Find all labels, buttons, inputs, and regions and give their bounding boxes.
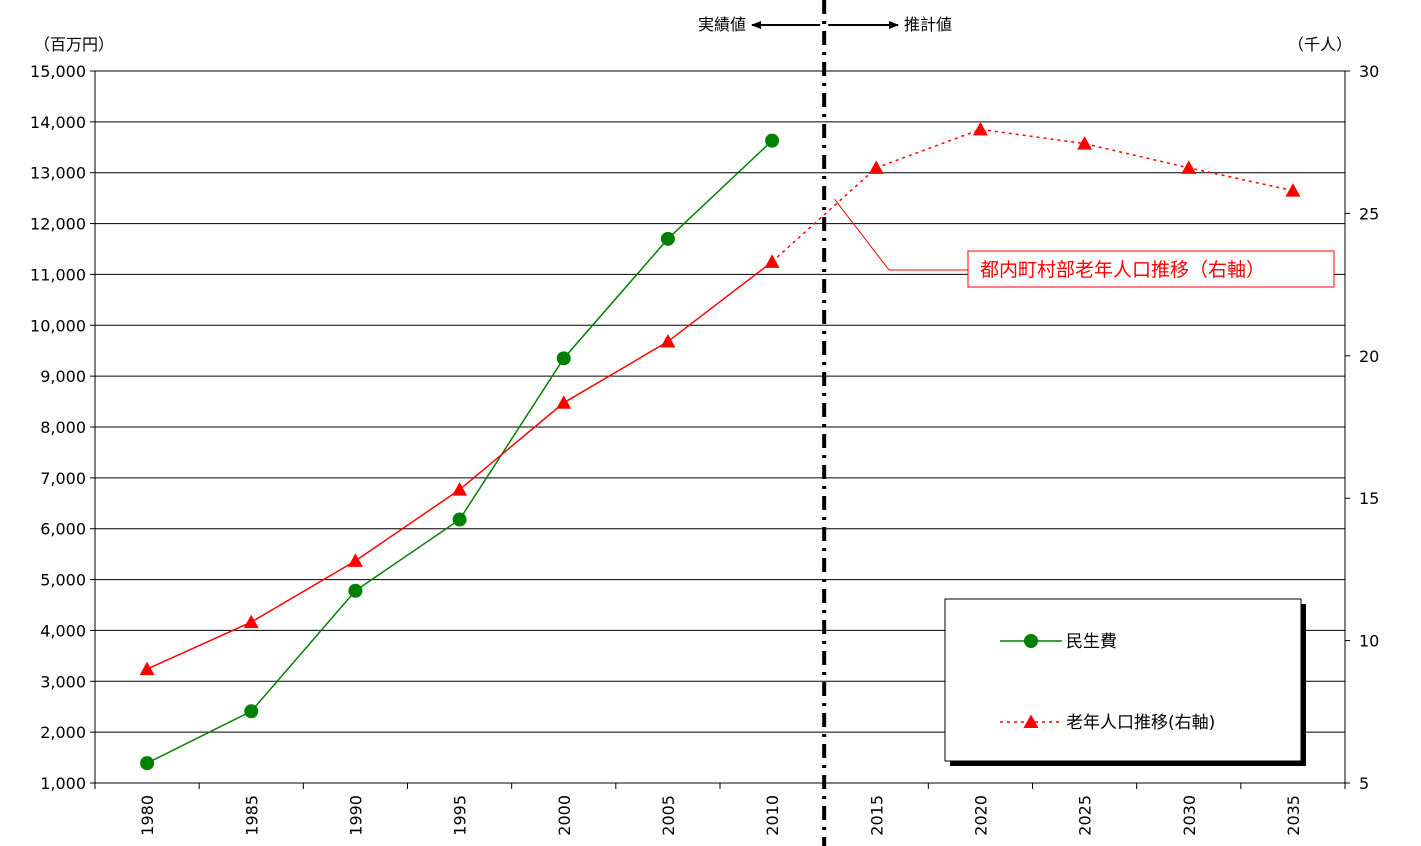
- x-tick-label: 2015: [867, 795, 886, 836]
- x-tick-label: 1985: [242, 795, 261, 836]
- legend-label: 民生費: [1066, 632, 1117, 652]
- series-line: [146, 140, 773, 764]
- y-left-tick-label: 10,000: [30, 316, 86, 335]
- data-point-triangle: [660, 334, 676, 348]
- data-point-circle: [244, 704, 259, 719]
- y-left-tick-label: 2,000: [40, 723, 86, 742]
- data-point-triangle: [1077, 136, 1093, 150]
- y-right-tick-label: 20: [1359, 347, 1379, 366]
- y-left-tick-label: 4,000: [40, 621, 86, 640]
- y-left-tick-label: 15,000: [30, 62, 86, 81]
- series: [139, 121, 1301, 771]
- y-right-tick-label: 5: [1359, 774, 1369, 793]
- y-left-tick-label: 7,000: [40, 469, 86, 488]
- y-right-tick-label: 10: [1359, 632, 1379, 651]
- legend-box: [944, 598, 1302, 762]
- x-tick-label: 1995: [451, 795, 470, 836]
- y-left-tick-label: 13,000: [30, 164, 86, 183]
- x-tick-label: 2000: [555, 795, 574, 836]
- x-tick-label: 1990: [346, 795, 365, 836]
- y-left-tick-label: 11,000: [30, 265, 86, 284]
- data-point-circle: [660, 231, 675, 246]
- data-point-triangle: [556, 395, 572, 409]
- actual-label: 実績値: [698, 15, 746, 34]
- x-tick-label: 2035: [1284, 795, 1303, 836]
- legend-marker-triangle: [1023, 714, 1039, 728]
- y-left-tick-label: 1,000: [40, 774, 86, 793]
- gridlines: [95, 70, 1345, 784]
- y-right-tick-label: 25: [1359, 204, 1379, 223]
- y-right-tick-label: 30: [1359, 62, 1379, 81]
- data-point-circle: [452, 512, 467, 527]
- y-right-unit-label: （千人）: [1288, 35, 1352, 54]
- x-tick-label: 2005: [659, 795, 678, 836]
- x-tick-label: 2010: [763, 795, 782, 836]
- data-point-circle: [140, 756, 155, 771]
- data-point-circle: [556, 351, 571, 366]
- data-point-triangle: [868, 160, 884, 174]
- forecast-label: 推計値: [904, 15, 952, 34]
- y-left-tick-label: 6,000: [40, 520, 86, 539]
- data-point-triangle: [972, 121, 988, 136]
- data-point-triangle: [139, 661, 155, 676]
- legend-label: 老年人口推移(右軸): [1066, 713, 1215, 733]
- y-left-tick-label: 8,000: [40, 418, 86, 437]
- data-point-circle: [348, 583, 363, 598]
- actual-forecast-divider: 実績値 推計値: [698, 0, 952, 846]
- data-point-triangle: [764, 254, 780, 268]
- x-axis-ticks: 1980 1985 1990 1995 2000 2005 2010 2015 2020 2025…: [94, 783, 1346, 836]
- y-left-tick-label: 5,000: [40, 571, 86, 590]
- legend-marker-circle: [1024, 634, 1038, 648]
- y-right-tick-label: 15: [1359, 489, 1379, 508]
- x-tick-label: 2030: [1180, 795, 1199, 836]
- data-point-triangle: [1285, 183, 1301, 197]
- series-line-actual: [146, 261, 773, 670]
- data-point-circle: [765, 133, 780, 148]
- annotation-box: [967, 250, 1335, 288]
- y-left-tick-label: 9,000: [40, 367, 86, 386]
- annotation-text: 都内町村部老年人口推移（右軸）: [980, 259, 1265, 281]
- data-point-triangle: [243, 614, 259, 629]
- x-tick-label: 2025: [1076, 795, 1095, 836]
- y-left-tick-label: 14,000: [30, 113, 86, 132]
- data-point-triangle: [1181, 160, 1197, 174]
- annotation-leader: [834, 198, 968, 271]
- y-left-tick-label: 3,000: [40, 672, 86, 691]
- y-axis-left-ticks: 1,000 2,000 3,000 4,000 5,000 6,000 7,000 8,000…: [30, 62, 95, 793]
- series-line-forecast: [771, 128, 1294, 263]
- x-tick-label: 1980: [138, 795, 157, 836]
- x-tick-label: 2020: [971, 795, 990, 836]
- data-point-triangle: [347, 553, 363, 567]
- y-left-tick-label: 12,000: [30, 215, 86, 234]
- y-axis-right-ticks: 5 10 15 20 25 30: [1345, 62, 1379, 793]
- annotation: 都内町村部老年人口推移（右軸）: [834, 198, 1335, 288]
- data-point-triangle: [452, 482, 468, 496]
- y-left-unit-label: （百万円）: [34, 35, 114, 54]
